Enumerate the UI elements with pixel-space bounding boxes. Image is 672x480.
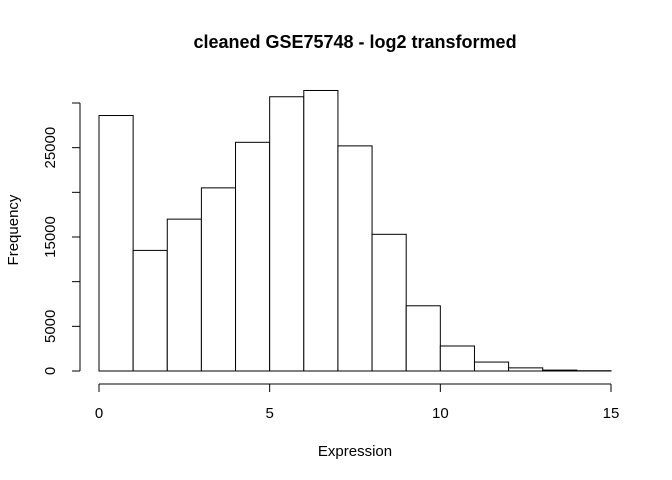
histogram-bars <box>98 89 612 372</box>
x-axis-label: Expression <box>318 443 392 460</box>
histogram-bar <box>508 367 544 372</box>
histogram-bar <box>303 89 339 372</box>
x-axis: 0 5 10 15 <box>95 383 620 422</box>
histogram-bar <box>439 345 475 372</box>
histogram-bar <box>473 361 510 372</box>
histogram-bar <box>269 96 305 372</box>
y-tick-label: 15000 <box>42 216 59 258</box>
x-tick-label: 0 <box>95 405 103 422</box>
x-tick-label: 5 <box>265 405 273 422</box>
y-axis-label: Frequency <box>5 194 22 265</box>
histogram-bar <box>371 233 407 372</box>
y-tick-label: 25000 <box>42 127 59 169</box>
y-axis: 0 5000 15000 25000 <box>42 102 81 375</box>
histogram-bar <box>98 115 134 372</box>
y-tick-label: 5000 <box>42 310 59 343</box>
chart-title: cleaned GSE75748 - log2 transformed <box>193 32 516 52</box>
histogram-bar <box>200 187 237 372</box>
y-tick-label: 0 <box>42 367 59 375</box>
histogram-bar <box>235 141 271 372</box>
histogram-bar <box>337 145 373 372</box>
histogram-bar <box>542 369 578 372</box>
histogram-bar <box>132 249 168 372</box>
x-tick-label: 15 <box>603 405 620 422</box>
histogram-bar <box>166 218 202 372</box>
x-tick-label: 10 <box>432 405 449 422</box>
histogram-bar <box>405 305 441 372</box>
